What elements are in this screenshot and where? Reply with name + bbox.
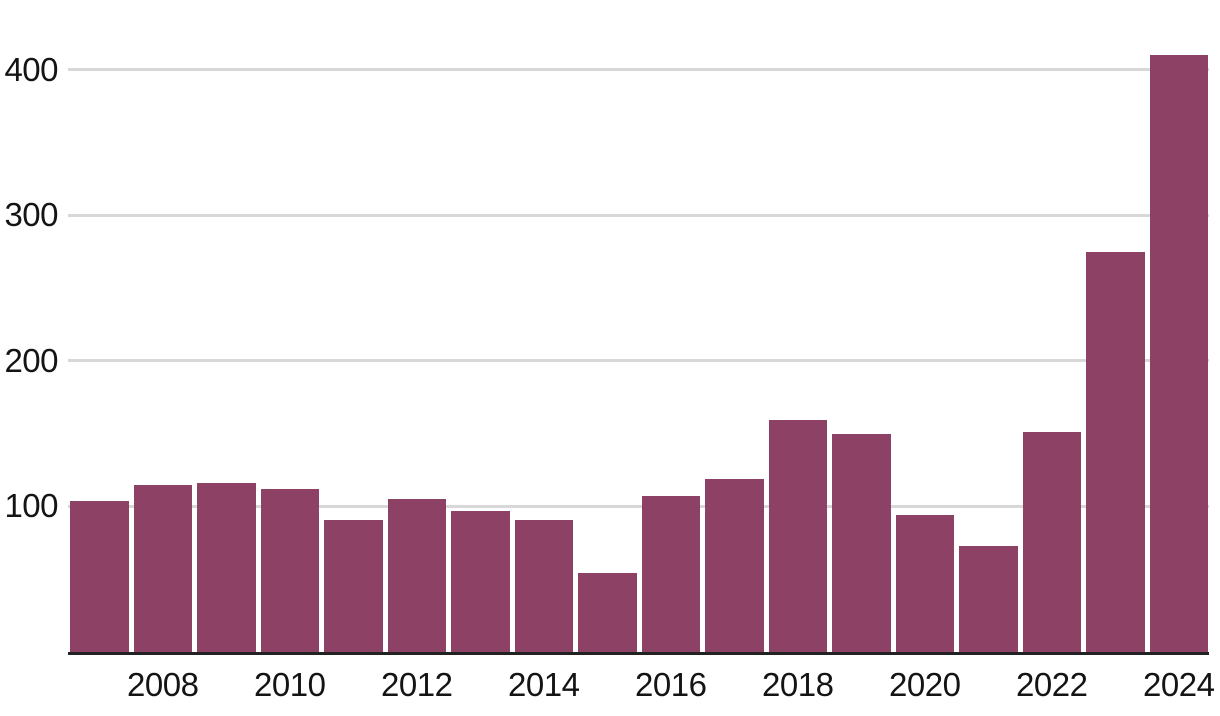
gridline-200 xyxy=(68,359,1209,363)
y-axis-label-300: 300 xyxy=(4,196,58,234)
bar-2022 xyxy=(1022,432,1081,652)
bar-2008 xyxy=(133,484,192,652)
bar-2007 xyxy=(70,500,129,652)
bar-2009 xyxy=(197,483,256,652)
bar-2020 xyxy=(895,515,954,652)
bar-2019 xyxy=(832,433,891,652)
bar-2010 xyxy=(260,488,319,652)
bar-2015 xyxy=(578,573,637,652)
x-axis-label-2022: 2022 xyxy=(1016,666,1088,703)
x-axis-label-2010: 2010 xyxy=(254,666,326,703)
bar-2016 xyxy=(641,496,700,652)
x-axis-label-2014: 2014 xyxy=(508,666,580,703)
gridline-400 xyxy=(68,68,1209,72)
bar-2021 xyxy=(959,545,1018,652)
bar-2013 xyxy=(451,510,510,652)
x-axis-label-2024: 2024 xyxy=(1143,666,1215,703)
x-axis-label-2008: 2008 xyxy=(127,666,199,703)
bar-2012 xyxy=(387,499,446,652)
bar-2011 xyxy=(324,519,383,652)
bar-2024 xyxy=(1149,55,1208,652)
gridline-100 xyxy=(68,504,1209,508)
y-axis-label-400: 400 xyxy=(4,50,58,88)
bar-2014 xyxy=(514,519,573,652)
gridline-300 xyxy=(68,213,1209,217)
x-axis-label-2012: 2012 xyxy=(381,666,453,703)
x-axis-label-2020: 2020 xyxy=(889,666,961,703)
x-axis-label-2016: 2016 xyxy=(635,666,707,703)
bar-2018 xyxy=(768,420,827,652)
x-axis-label-2018: 2018 xyxy=(762,666,834,703)
y-axis-label-200: 200 xyxy=(4,341,58,379)
x-axis-line xyxy=(68,652,1209,655)
bar-2023 xyxy=(1086,251,1145,652)
y-axis-label-100: 100 xyxy=(4,487,58,525)
bar-2017 xyxy=(705,478,764,652)
